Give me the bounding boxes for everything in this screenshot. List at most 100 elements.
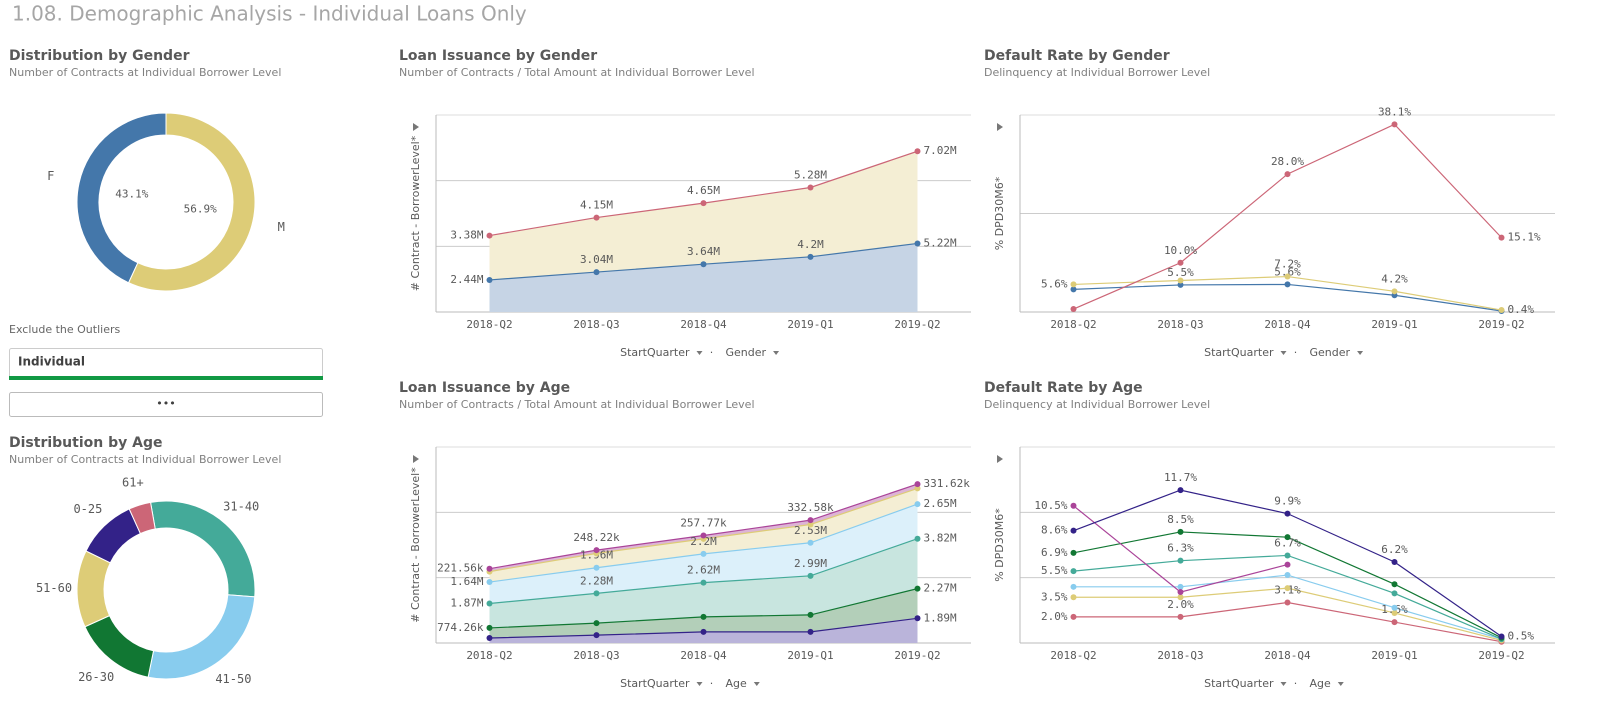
dropdown-icon[interactable] xyxy=(696,682,703,686)
x-axis-title[interactable]: StartQuarter xyxy=(620,677,690,690)
area-band xyxy=(489,504,918,604)
data-point xyxy=(1498,234,1505,241)
data-point xyxy=(807,184,814,191)
data-point xyxy=(593,632,600,639)
slice-value-label: 43.1% xyxy=(115,187,148,200)
data-point xyxy=(1391,558,1398,565)
data-point xyxy=(1284,171,1291,178)
panel-title: Default Rate by Age xyxy=(984,380,1143,396)
dropdown-icon[interactable] xyxy=(1337,682,1344,686)
slice-label: 51-60 xyxy=(36,581,72,595)
data-point xyxy=(1177,557,1184,564)
data-label: 331.62k xyxy=(924,477,971,490)
data-point xyxy=(807,517,814,524)
data-point xyxy=(1391,619,1398,626)
y-axis-menu-icon[interactable] xyxy=(997,455,1003,463)
data-point xyxy=(1391,604,1398,611)
slice-label: 26-30 xyxy=(78,670,114,684)
pie-slice xyxy=(147,594,256,680)
y-axis-title: # Contract - BorrowerLevel* xyxy=(409,135,422,291)
y-axis-menu-icon[interactable] xyxy=(997,123,1003,131)
data-point xyxy=(1177,583,1184,590)
dropdown-icon[interactable] xyxy=(1280,351,1287,355)
data-label: 257.77k xyxy=(680,516,727,529)
data-label: 4.15M xyxy=(580,199,613,212)
data-label: 5.28M xyxy=(794,168,827,181)
data-point xyxy=(486,276,493,283)
data-point xyxy=(1070,306,1077,313)
pie-slice xyxy=(85,508,142,564)
data-label: 2.0% xyxy=(1041,610,1068,623)
filter-value[interactable]: Individual xyxy=(18,355,85,369)
data-point xyxy=(1498,633,1505,640)
data-point xyxy=(914,501,921,508)
data-point xyxy=(807,611,814,618)
x-tick-label: 2018-Q3 xyxy=(1157,649,1203,662)
data-point xyxy=(1391,590,1398,597)
dropdown-icon[interactable] xyxy=(1357,351,1364,355)
x-tick-label: 2019-Q1 xyxy=(1371,649,1417,662)
x-tick-label: 2018-Q2 xyxy=(1050,649,1096,662)
data-point xyxy=(593,214,600,221)
x-axis-title[interactable]: StartQuarter xyxy=(1204,677,1274,690)
data-label: 2.44M xyxy=(450,273,483,286)
panel-subtitle: Number of Contracts at Individual Borrow… xyxy=(9,453,281,466)
data-label: 2.99M xyxy=(794,557,827,570)
area-band xyxy=(489,484,918,572)
data-label: 2.62M xyxy=(687,564,720,577)
y-axis-menu-icon[interactable] xyxy=(413,123,419,131)
data-label: 3.64M xyxy=(687,245,720,258)
data-point xyxy=(1070,281,1077,288)
data-point xyxy=(700,261,707,268)
data-label: 1.64M xyxy=(450,575,483,588)
x-axis-title[interactable]: Gender xyxy=(1310,346,1351,359)
data-point xyxy=(700,628,707,635)
data-point xyxy=(914,485,921,492)
data-label: 2.27M xyxy=(924,582,957,595)
data-point xyxy=(593,269,600,276)
data-point xyxy=(593,564,600,571)
x-tick-label: 2019-Q1 xyxy=(1371,318,1417,331)
x-tick-label: 2019-Q2 xyxy=(894,318,940,331)
data-point xyxy=(1177,259,1184,266)
data-point xyxy=(914,615,921,622)
y-axis-title: # Contract - BorrowerLevel* xyxy=(409,467,422,623)
data-label: 0.4% xyxy=(1508,303,1535,316)
data-point xyxy=(1070,568,1077,575)
dropdown-icon[interactable] xyxy=(753,682,760,686)
x-tick-label: 2018-Q4 xyxy=(1264,318,1311,331)
more-button-label[interactable]: ••• xyxy=(156,397,175,410)
data-label: 5.5% xyxy=(1167,266,1194,279)
pie-slice xyxy=(84,614,155,678)
data-label: 6.9% xyxy=(1041,546,1068,559)
data-point xyxy=(807,521,814,528)
data-label: 5.6% xyxy=(1041,277,1068,290)
dropdown-icon[interactable] xyxy=(1280,682,1287,686)
area-band xyxy=(489,488,918,583)
x-axis-title[interactable]: StartQuarter xyxy=(620,346,690,359)
data-point xyxy=(807,628,814,635)
data-point xyxy=(700,550,707,557)
data-point xyxy=(700,532,707,539)
panel-title: Distribution by Age xyxy=(9,435,162,451)
data-label: 3.82M xyxy=(924,532,957,545)
x-axis-title[interactable]: StartQuarter xyxy=(1204,346,1274,359)
pie-slice xyxy=(76,550,111,628)
x-tick-label: 2019-Q1 xyxy=(787,649,833,662)
data-point xyxy=(1070,613,1077,620)
data-point xyxy=(1284,599,1291,606)
data-point xyxy=(593,590,600,597)
dropdown-icon[interactable] xyxy=(696,351,703,355)
data-point xyxy=(1284,534,1291,541)
x-axis-title[interactable]: Age xyxy=(1310,677,1332,690)
y-axis-menu-icon[interactable] xyxy=(413,455,419,463)
data-point xyxy=(914,481,921,488)
x-tick-label: 2018-Q4 xyxy=(1264,649,1311,662)
more-button[interactable] xyxy=(9,392,323,417)
x-axis-title[interactable]: Gender xyxy=(726,346,767,359)
dropdown-icon[interactable] xyxy=(773,351,780,355)
x-axis-title[interactable]: Age xyxy=(726,677,748,690)
data-label: 248.22k xyxy=(573,531,620,544)
x-tick-label: 2018-Q2 xyxy=(466,318,512,331)
data-point xyxy=(1284,561,1291,568)
